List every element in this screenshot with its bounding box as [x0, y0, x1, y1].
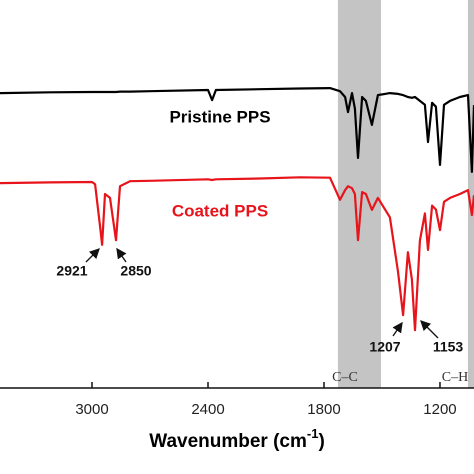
- annotation: 1207: [369, 339, 400, 355]
- bands: [337, 0, 474, 388]
- series-label: Pristine PPS: [169, 107, 270, 126]
- annotation: 2921: [56, 263, 87, 279]
- x-tick-label: 1200: [423, 401, 456, 418]
- annotation: C–C: [332, 370, 358, 385]
- series-line: [0, 176, 474, 332]
- x-tick-label: 2400: [191, 401, 224, 418]
- series-label: Coated PPS: [172, 201, 268, 220]
- annotation: C–H: [442, 370, 468, 385]
- annotation: 2850: [120, 263, 151, 279]
- x-axis-label-sup: -1: [307, 426, 319, 441]
- x-axis-label-end: ): [318, 431, 324, 452]
- series-line: [0, 87, 474, 173]
- x-axis-label: Wavenumber (cm-1): [149, 426, 325, 452]
- x-tick-label: 3000: [75, 401, 108, 418]
- x-axis-label-text: Wavenumber (cm: [149, 431, 307, 452]
- annotation: 1153: [433, 339, 464, 355]
- x-tick-label: 1800: [307, 401, 340, 418]
- band: [468, 0, 474, 388]
- band: [337, 0, 382, 388]
- plot: 3000 2400 1800 1200: [0, 87, 474, 418]
- arrows: [85, 247, 439, 339]
